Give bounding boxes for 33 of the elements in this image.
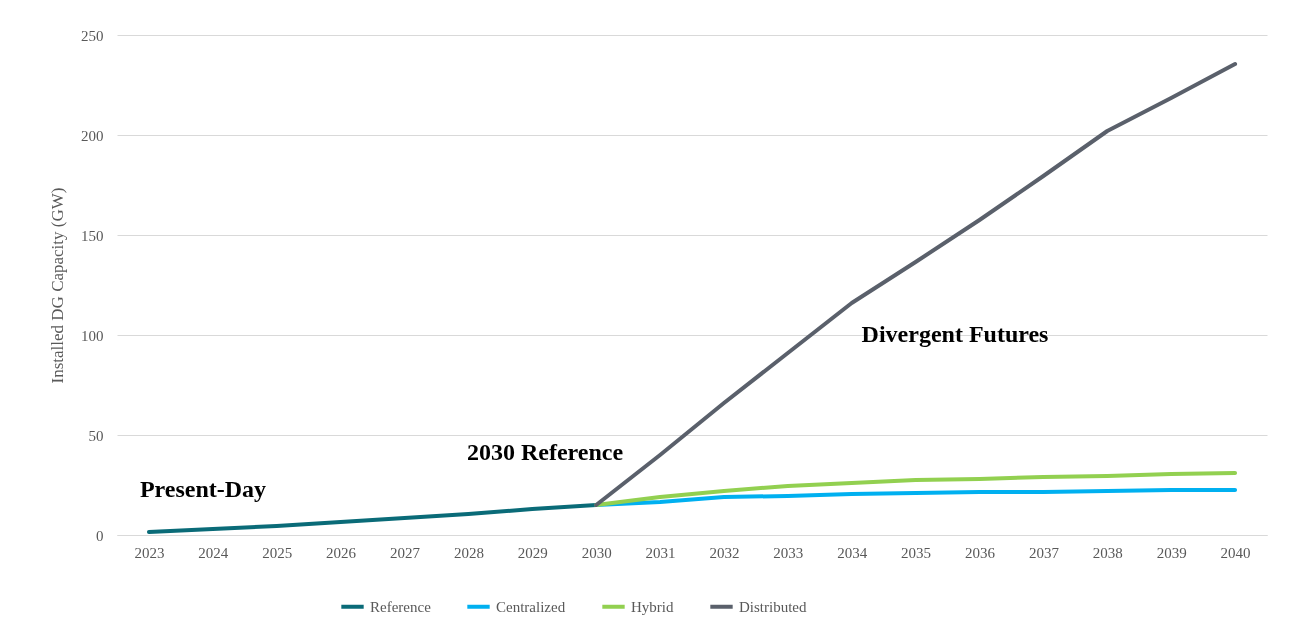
y-tick-label: 150: [81, 227, 104, 244]
y-axis-title: Installed DG Capacity (GW): [48, 187, 67, 384]
x-tick-label: 2030: [581, 544, 612, 561]
x-tick-label: 2035: [901, 544, 932, 561]
x-tick-label: 2038: [1092, 544, 1123, 561]
legend-label: Distributed: [739, 598, 807, 615]
x-tick-label: 2037: [1028, 544, 1060, 561]
x-tick-label: 2026: [326, 544, 357, 561]
y-tick-label: 100: [81, 327, 104, 344]
legend-label: Hybrid: [631, 598, 674, 615]
x-tick-label: 2029: [517, 544, 548, 561]
x-tick-label: 2033: [773, 544, 804, 561]
line-series: [594, 471, 1238, 507]
annotation: 2030 Reference: [466, 439, 624, 465]
x-tick-label: 2036: [965, 544, 996, 561]
annotation: Divergent Futures: [861, 321, 1049, 347]
legend-label: Centralized: [496, 598, 566, 615]
y-tick-label: 250: [81, 27, 104, 44]
x-tick-label: 2024: [198, 544, 229, 561]
x-tick-label: 2028: [453, 544, 484, 561]
x-tick-label: 2023: [134, 544, 165, 561]
x-tick-label: 2032: [709, 544, 740, 561]
x-tick-label: 2039: [1156, 544, 1187, 561]
legend-label: Reference: [370, 598, 432, 615]
y-tick-label: 0: [96, 527, 104, 544]
x-tick-label: 2025: [262, 544, 293, 561]
x-tick-label: 2034: [837, 544, 868, 561]
y-tick-label: 50: [88, 427, 104, 444]
x-tick-label: 2040: [1220, 544, 1251, 561]
annotation: Present-Day: [139, 476, 267, 502]
y-tick-label: 200: [81, 127, 104, 144]
x-tick-label: 2031: [645, 544, 676, 561]
x-tick-label: 2027: [390, 544, 421, 561]
